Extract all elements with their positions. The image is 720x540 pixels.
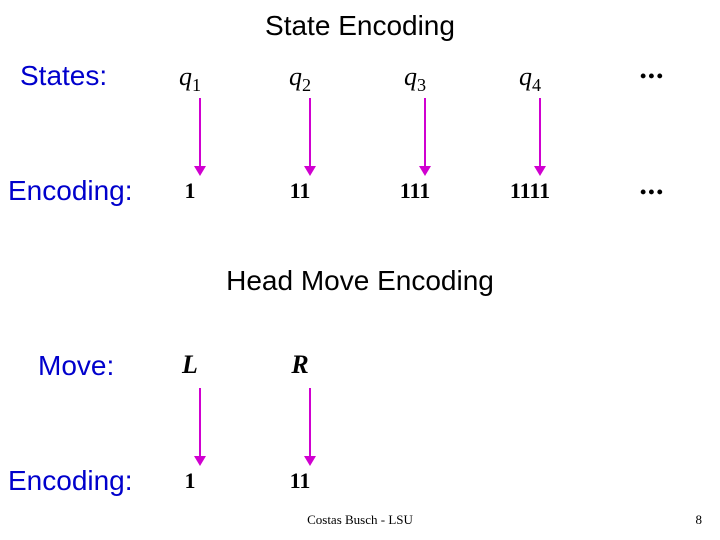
down-arrow-icon bbox=[192, 98, 208, 178]
label-move: Move: bbox=[38, 350, 114, 382]
move-encoding-value: 11 bbox=[275, 468, 325, 494]
move-symbol: L bbox=[170, 350, 210, 380]
label-encoding-2: Encoding: bbox=[8, 465, 133, 497]
state-encoding-value: 11 bbox=[265, 178, 335, 204]
page-number: 8 bbox=[696, 512, 703, 528]
down-arrow-icon bbox=[532, 98, 548, 178]
label-encoding-1: Encoding: bbox=[8, 175, 133, 207]
title-state-encoding: State Encoding bbox=[0, 10, 720, 42]
state-encoding-value: 111 bbox=[380, 178, 450, 204]
ellipsis-icon: ••• bbox=[640, 66, 665, 87]
move-symbol: R bbox=[280, 350, 320, 380]
state-encoding-value: 1111 bbox=[495, 178, 565, 204]
state-symbol: q4 bbox=[510, 62, 550, 96]
footer-credit: Costas Busch - LSU bbox=[0, 512, 720, 528]
down-arrow-icon bbox=[192, 388, 208, 468]
label-states: States: bbox=[20, 60, 107, 92]
move-encoding-value: 1 bbox=[165, 468, 215, 494]
state-encoding-value: 1 bbox=[155, 178, 225, 204]
ellipsis-icon: ••• bbox=[640, 182, 665, 203]
down-arrow-icon bbox=[302, 98, 318, 178]
state-symbol: q3 bbox=[395, 62, 435, 96]
down-arrow-icon bbox=[417, 98, 433, 178]
down-arrow-icon bbox=[302, 388, 318, 468]
title-head-move-encoding: Head Move Encoding bbox=[0, 265, 720, 297]
state-symbol: q2 bbox=[280, 62, 320, 96]
state-symbol: q1 bbox=[170, 62, 210, 96]
